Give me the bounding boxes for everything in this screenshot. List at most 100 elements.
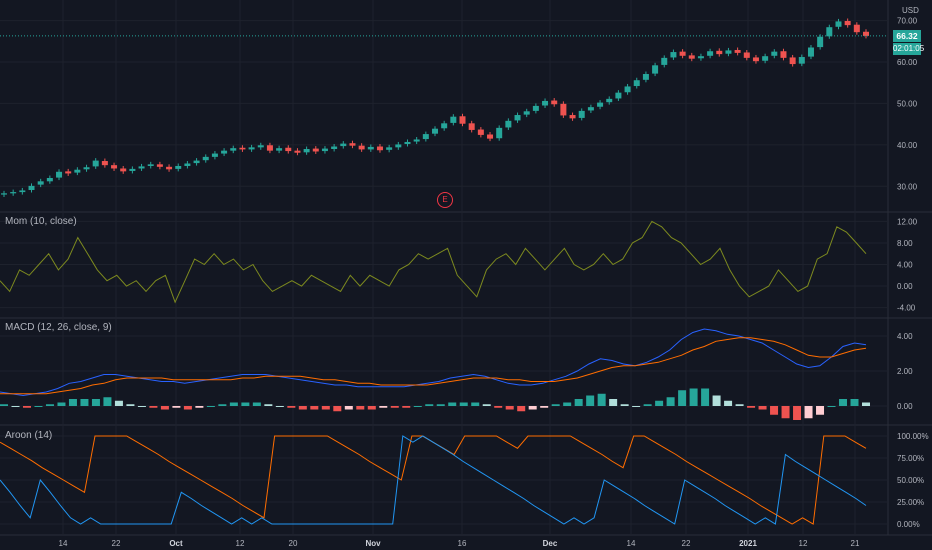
macd-histogram-bar <box>436 404 445 406</box>
macd-histogram-bar <box>218 404 227 406</box>
candle-body <box>349 143 356 146</box>
candle-body <box>266 145 273 151</box>
candle-body <box>826 27 833 37</box>
macd-histogram-bar <box>793 406 802 420</box>
candle-body <box>844 20 851 26</box>
candle-body <box>798 57 805 64</box>
candle-body <box>303 149 310 153</box>
candle-body <box>606 98 613 103</box>
candle-body <box>523 111 530 115</box>
candle-body <box>211 153 218 157</box>
candle-body <box>230 148 237 151</box>
aroon-tick-label: 25.00% <box>897 498 924 507</box>
candle-body <box>807 47 814 57</box>
candle-body <box>340 143 347 147</box>
candle-body <box>532 105 539 111</box>
candle-body <box>587 107 594 111</box>
macd-histogram-bar <box>781 406 790 419</box>
aroon-tick-label: 75.00% <box>897 454 924 463</box>
x-tick-label: 14 <box>59 539 68 548</box>
candle-body <box>83 167 90 170</box>
candle-body <box>707 51 714 56</box>
macd-histogram-bar <box>80 399 89 406</box>
macd-line <box>0 328 867 397</box>
candle-body <box>28 185 35 191</box>
macd-histogram-bar <box>356 406 365 410</box>
candle-body <box>835 21 842 27</box>
candle-body <box>120 168 127 172</box>
macd-histogram-bar <box>574 399 583 406</box>
candle-body <box>46 178 53 182</box>
macd-histogram-bar <box>459 402 468 406</box>
candle-body <box>156 164 163 167</box>
candle-body <box>633 80 640 87</box>
candle-body <box>202 156 209 161</box>
candle-body <box>661 57 668 65</box>
macd-histogram-bar <box>0 404 8 406</box>
candle-body <box>679 51 686 56</box>
x-tick-label: 21 <box>851 539 860 548</box>
candle-body <box>450 116 457 123</box>
macd-histogram-bar <box>827 406 836 407</box>
price-tick-label: 40.00 <box>897 141 918 150</box>
currency-label: USD <box>902 6 919 15</box>
mom-tick-label: 12.00 <box>897 217 918 226</box>
candle-body <box>771 51 778 56</box>
macd-histogram-bar <box>563 402 572 406</box>
candle-body <box>688 55 695 59</box>
x-tick-label: 14 <box>627 539 636 548</box>
candle-body <box>248 147 255 150</box>
candle-body <box>597 102 604 107</box>
aroon-tick-label: 0.00% <box>897 520 920 529</box>
macd-histogram-bar <box>183 406 192 410</box>
candle-body <box>569 115 576 119</box>
candle-body <box>780 51 787 58</box>
candle-body <box>743 52 750 58</box>
x-tick-label: 20 <box>289 539 298 548</box>
candle-body <box>716 50 723 55</box>
candle-body <box>19 190 26 193</box>
candle-body <box>542 100 549 106</box>
macd-histogram-bar <box>275 406 284 407</box>
candle-body <box>487 134 494 139</box>
macd-histogram-bar <box>344 406 353 410</box>
macd-histogram-bar <box>402 406 411 408</box>
candle-body <box>459 116 466 124</box>
candle-body <box>441 123 448 129</box>
momentum-line <box>0 220 867 304</box>
candle-body <box>477 129 484 135</box>
candle-body <box>578 110 585 118</box>
candle-body <box>276 148 283 151</box>
macd-histogram-bar <box>68 399 77 406</box>
candle-body <box>331 146 338 149</box>
macd-histogram-bar <box>528 406 537 410</box>
price-tick-label: 30.00 <box>897 182 918 191</box>
candle-body <box>111 165 118 169</box>
macd-histogram-bar <box>758 406 767 410</box>
x-tick-label: Dec <box>543 539 558 548</box>
macd-histogram-bar <box>551 404 560 406</box>
candle-body <box>37 181 44 185</box>
macd-histogram-bar <box>804 406 813 419</box>
macd-histogram-bar <box>839 399 848 406</box>
macd-histogram-bar <box>643 404 652 406</box>
aroon-tick-label: 50.00% <box>897 476 924 485</box>
candle-body <box>166 166 173 170</box>
candle-body <box>65 171 72 174</box>
x-tick-label: Nov <box>365 539 381 548</box>
candle-body <box>74 169 81 173</box>
candle-body <box>321 148 328 152</box>
macd-pane-title: MACD (12, 26, close, 9) <box>5 322 112 333</box>
candle-body <box>789 57 796 65</box>
candle-body <box>129 168 136 171</box>
earnings-icon[interactable]: E <box>437 192 453 208</box>
last-price-badge: 66.32 <box>893 29 921 42</box>
candle-body <box>551 100 558 105</box>
macd-histogram-bar <box>540 406 549 408</box>
macd-histogram-bar <box>367 406 376 410</box>
macd-histogram-bar <box>816 406 825 415</box>
candle-body <box>752 57 759 62</box>
candle-body <box>762 56 769 61</box>
macd-histogram-bar <box>287 406 296 408</box>
